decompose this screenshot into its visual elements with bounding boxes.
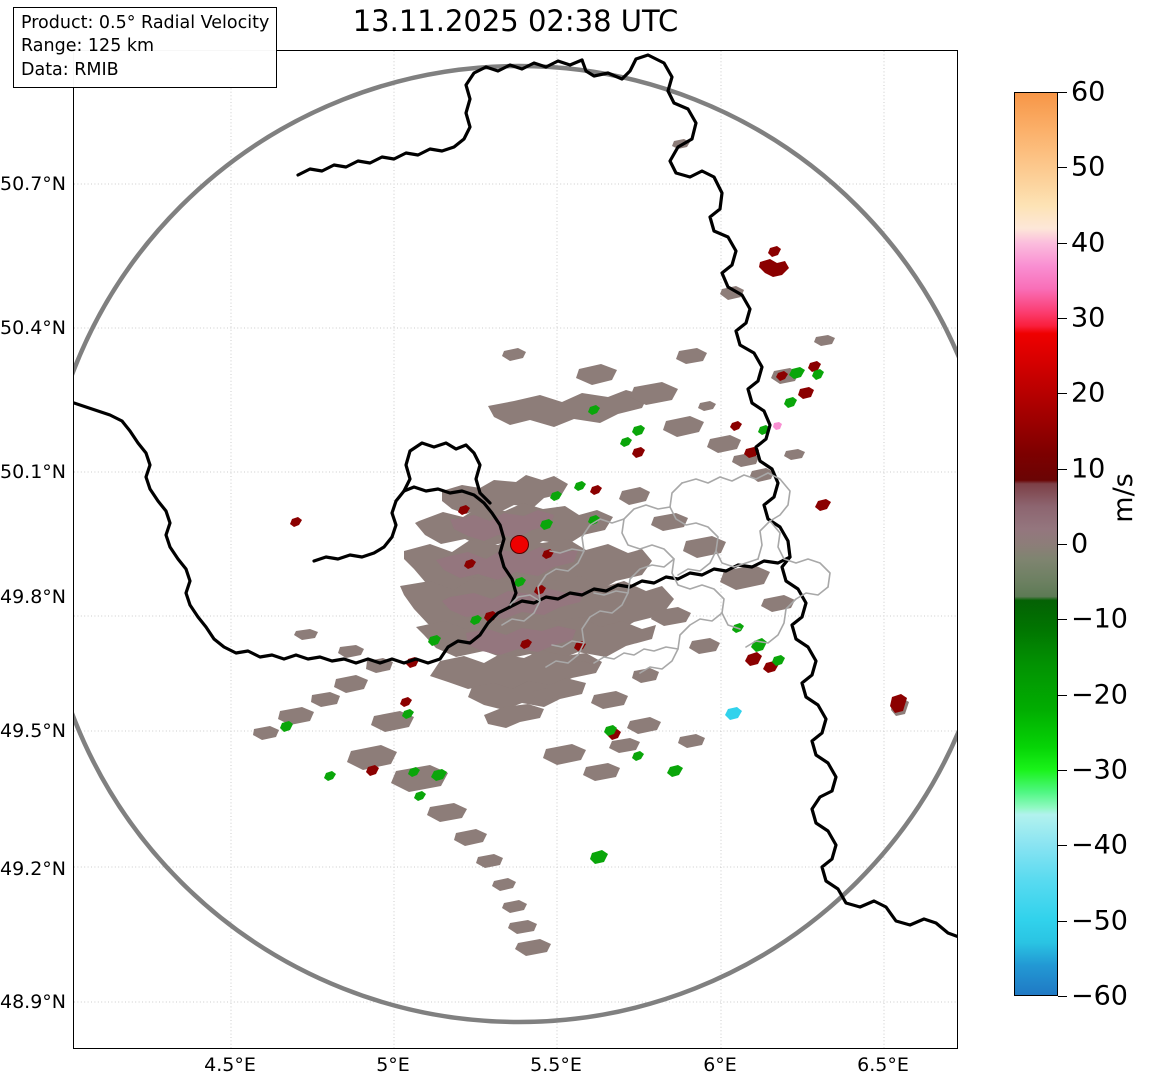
colorbar[interactable]: 60 50 40 30 20 10 0 −10 −20 −30 −40 −50 −60 [1014, 77, 1128, 1012]
colorbar-tick-0 [1058, 544, 1067, 545]
xtick-label-5e: 5°E [376, 1054, 410, 1076]
colorbar-tick-label-30: 30 [1071, 302, 1106, 334]
colorbar-tick-minus60 [1058, 996, 1067, 997]
radar-map-svg [74, 51, 957, 1048]
colorbar-axis-label: m/s [1108, 473, 1139, 523]
xtick-label-6e: 6°E [703, 1054, 737, 1076]
colorbar-tick-label-minus40: −40 [1071, 829, 1128, 861]
colorbar-tick-label-0: 0 [1071, 528, 1089, 560]
colorbar-tick-minus50 [1058, 920, 1067, 922]
colorbar-tick-label-40: 40 [1071, 227, 1106, 259]
colorbar-tick-label-10: 10 [1071, 453, 1106, 485]
ytick-label-50-7: 50.7°N [0, 173, 67, 195]
high-positive-speck [773, 422, 782, 430]
radar-site-marker[interactable] [510, 535, 529, 554]
colorbar-tick-50 [1058, 167, 1067, 169]
colorbar-tick-label-minus50: −50 [1071, 905, 1128, 937]
map-clip [74, 51, 957, 1048]
xtick-label-6-5e: 6.5°E [857, 1054, 909, 1076]
negative-velocity-cells [280, 367, 824, 864]
colorbar-tick-label-20: 20 [1071, 377, 1106, 409]
ytick-label-48-9: 48.9°N [0, 991, 67, 1013]
figure-title: 13.11.2025 02:38 UTC [352, 4, 679, 38]
colorbar-tick-label-minus20: −20 [1071, 679, 1128, 711]
colorbar-tick-label-minus30: −30 [1071, 754, 1128, 786]
colorbar-tick-60 [1058, 92, 1067, 93]
colorbar-tick-minus30 [1058, 770, 1067, 771]
colorbar-tick-10 [1058, 468, 1067, 470]
region-borders [501, 472, 831, 674]
colorbar-tick-label-minus60: −60 [1071, 980, 1128, 1012]
ytick-label-49-2: 49.2°N [0, 858, 67, 880]
colorbar-tick-label-50: 50 [1071, 151, 1106, 183]
ytick-label-50-4: 50.4°N [0, 317, 67, 339]
colorbar-tick-minus20 [1058, 694, 1067, 696]
colorbar-tick-label-minus10: −10 [1071, 603, 1128, 635]
colorbar-tick-minus10 [1058, 619, 1067, 621]
radar-echo-field [253, 139, 909, 956]
colorbar-tick-20 [1058, 393, 1067, 395]
colorbar-tick-minus40 [1058, 845, 1067, 847]
info-box: Product: 0.5° Radial Velocity Range: 125… [13, 7, 278, 88]
strong-negative-cell [725, 707, 742, 720]
colorbar-tick-40 [1058, 242, 1067, 244]
xtick-label-5-5e: 5.5°E [530, 1054, 582, 1076]
xtick-label-4-5e: 4.5°E [204, 1054, 256, 1076]
colorbar-tick-30 [1058, 318, 1067, 319]
clutter-spoke-echoes [253, 629, 551, 956]
colorbar-gradient [1014, 92, 1058, 996]
country-borders [74, 53, 957, 938]
info-data-line: Data: RMIB [21, 59, 119, 80]
info-range-line: Range: 125 km [21, 36, 155, 57]
ytick-label-49-8: 49.8°N [0, 586, 67, 608]
ytick-label-49-5: 49.5°N [0, 720, 67, 742]
north-arc-echoes [488, 348, 759, 467]
colorbar-tick-label-60: 60 [1071, 76, 1106, 108]
ytick-label-50-1: 50.1°N [0, 461, 67, 483]
range-ring-125km [74, 63, 957, 1025]
east-scatter-echoes [532, 139, 909, 781]
info-product-line: Product: 0.5° Radial Velocity [21, 13, 270, 33]
